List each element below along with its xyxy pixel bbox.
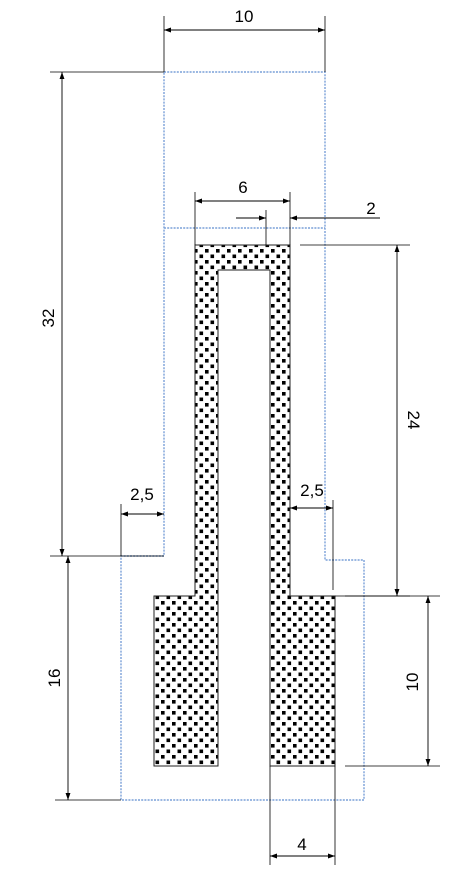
dim-inner-width: 6 — [194, 178, 291, 245]
dim-wall-label: 2 — [366, 199, 375, 218]
dim-total-height-label: 32 — [39, 309, 58, 328]
dim-bottom-height: 16 — [45, 556, 121, 801]
dotted-fill-region — [153, 244, 336, 767]
dim-bottom-height-label: 16 — [45, 669, 64, 688]
outer-profile — [120, 71, 365, 801]
dim-foot-height-label: 10 — [403, 673, 422, 692]
dim-slot-depth-label: 24 — [404, 411, 423, 430]
dim-left-step-label: 2,5 — [130, 485, 154, 504]
dim-top-width: 10 — [163, 7, 326, 72]
dim-foot-gap-label: 4 — [297, 835, 306, 854]
dim-wall: 2 — [236, 199, 380, 245]
dim-top-width-label: 10 — [235, 7, 254, 26]
dim-right-step-label: 2,5 — [300, 481, 324, 500]
dim-left-step: 2,5 — [120, 485, 164, 556]
dim-foot-height: 10 — [345, 595, 440, 767]
dim-foot-gap: 4 — [269, 766, 336, 865]
dim-inner-width-label: 6 — [238, 178, 247, 197]
dim-slot-depth: 24 — [300, 244, 423, 597]
dim-total-height: 32 — [39, 71, 164, 557]
dim-right-step: 2,5 — [290, 481, 334, 590]
